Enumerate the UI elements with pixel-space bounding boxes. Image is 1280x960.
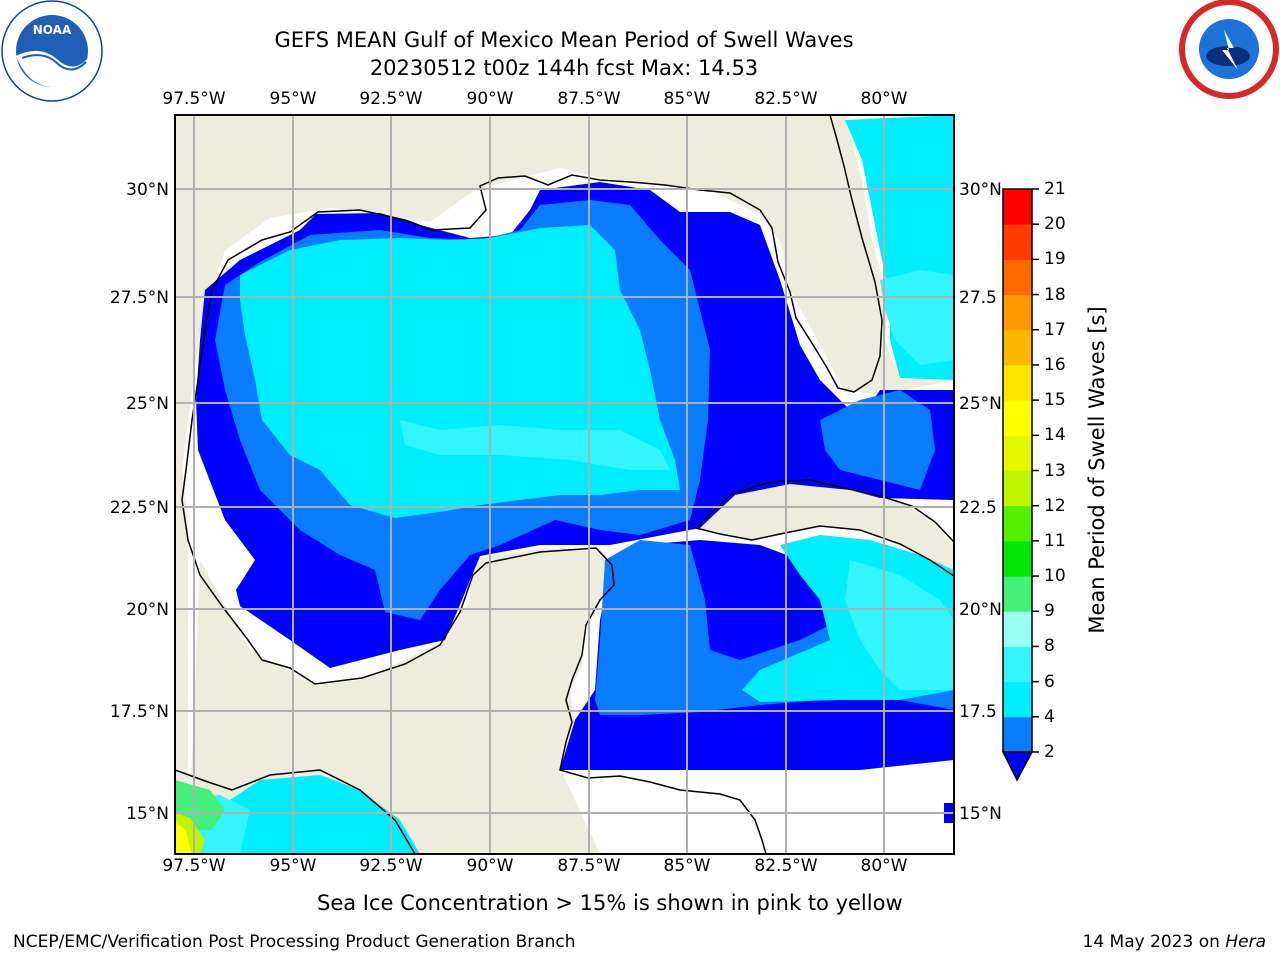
colorbar-tick-14: 14 [1044,425,1066,446]
colorbar-tick-11: 11 [1044,530,1066,551]
lat-tick-right-25n: 25°N [959,394,1002,414]
colorbar-tick-20: 20 [1044,214,1066,235]
colorbar-bin-2-4 [1003,716,1032,753]
colorbar-bin-12-13 [1003,470,1032,507]
swell-14-15s-pacific [175,822,192,854]
swell-6-8s-caribbean [845,560,954,690]
colorbar-bin-6-8 [1003,646,1032,683]
colorbar-bin-20-21 [1003,189,1032,225]
lat-tick-right-15n: 15°N [959,804,1002,824]
colorbar-bin-9-10 [1003,576,1032,612]
colorbar-tick-16: 16 [1044,354,1066,375]
cuba-land [696,480,954,580]
lon-tick-top-82.5w: 82.5°W [754,89,818,109]
chart-title: GEFS MEAN Gulf of Mexico Mean Period of … [274,28,854,52]
florida-land [760,115,954,392]
lon-tick-bottom-80w: 80°W [860,856,908,876]
footer-branch: NCEP/EMC/Verification Post Processing Pr… [13,932,576,952]
lat-tick-right-22.5n: 22.5 [959,498,997,518]
colorbar-tick-9: 9 [1044,601,1055,622]
colorbar-tick-6: 6 [1044,671,1055,692]
colorbar-bin-11-12 [1003,505,1032,542]
footer-host: Hera [1225,932,1266,952]
lat-tick-right-20n: 20°N [959,600,1002,620]
colorbar-bin-13-14 [1003,435,1032,471]
lon-tick-bottom-82.5w: 82.5°W [754,856,818,876]
colorbar-bin-15-16 [1003,364,1032,401]
swell-2-4s-atlantic-south [820,390,935,490]
colorbar-tick-12: 12 [1044,495,1066,516]
colorbar-tick-8: 8 [1044,636,1055,657]
lat-tick-left-25n: 25°N [126,394,169,414]
lon-tick-bottom-85w: 85°W [663,856,711,876]
swell-6-8s-atlantic [880,270,954,365]
colorbar-bin-17-18 [1003,294,1032,331]
lon-tick-bottom-90w: 90°W [466,856,514,876]
lon-tick-top-90w: 90°W [466,89,514,109]
lat-tick-right-30n: 30°N [959,180,1002,200]
yucatan-land [175,548,612,854]
lon-tick-top-97.5w: 97.5°W [162,89,226,109]
chart-subtitle: 20230512 t00z 144h fcst Max: 14.53 [369,56,759,80]
colorbar-tick-17: 17 [1044,319,1066,340]
map-frame [174,114,955,855]
lat-tick-left-30n: 30°N [126,180,169,200]
colorbar-label: Mean Period of Swell Waves [s] [1085,306,1109,634]
lon-tick-top-92.5w: 92.5°W [359,89,423,109]
colorbar-tick-13: 13 [1044,460,1066,481]
lon-tick-bottom-92.5w: 92.5°W [359,856,423,876]
colorbar [1001,188,1039,782]
lon-tick-top-95w: 95°W [269,89,317,109]
colorbar-tick-10: 10 [1044,566,1066,587]
svg-text:NOAA: NOAA [33,23,72,37]
noaa-logo: NOAA [1,0,103,102]
footer-date-text: 14 May 2023 on [1082,932,1226,952]
lon-tick-top-87.5w: 87.5°W [557,89,621,109]
nws-logo [1179,0,1279,99]
colorbar-tick-4: 4 [1044,706,1055,727]
footer-date: 14 May 2023 on Hera [1083,932,1267,952]
colorbar-bin-18-19 [1003,259,1032,296]
colorbar-bin-14-15 [1003,400,1032,436]
lat-tick-right-17.5n: 17.5 [959,702,997,722]
colorbar-tick-15: 15 [1044,390,1066,411]
colorbar-bin-10-11 [1003,540,1032,577]
lon-tick-bottom-87.5w: 87.5°W [557,856,621,876]
lon-tick-bottom-95w: 95°W [269,856,317,876]
lat-tick-left-15n: 15°N [126,804,169,824]
lon-tick-top-80w: 80°W [860,89,908,109]
swell-6-8s-central-gulf [400,420,670,470]
lon-tick-bottom-97.5w: 97.5°W [162,856,226,876]
colorbar-bin-16-17 [1003,329,1032,366]
colorbar-bin-4-6 [1003,681,1032,718]
colorbar-tick-18: 18 [1044,284,1066,305]
colorbar-bin-8-9 [1003,611,1032,647]
colorbar-tick-21: 21 [1044,179,1066,199]
lat-tick-left-27.5n: 27.5°N [109,288,169,308]
coastlines [175,115,954,854]
lat-tick-left-20n: 20°N [126,600,169,620]
lat-tick-left-22.5n: 22.5°N [109,498,169,518]
gridlines [175,115,954,854]
colorbar-tick-2: 2 [1044,742,1055,762]
sea-ice-note: Sea Ice Concentration > 15% is shown in … [317,891,903,915]
colorbar-under-arrow [1001,751,1034,782]
lon-tick-top-85w: 85°W [663,89,711,109]
colorbar-tick-19: 19 [1044,249,1066,270]
lat-tick-left-17.5n: 17.5°N [109,702,169,722]
colorbar-bin-19-20 [1003,224,1032,260]
lat-tick-right-27.5n: 27.5 [959,288,997,308]
